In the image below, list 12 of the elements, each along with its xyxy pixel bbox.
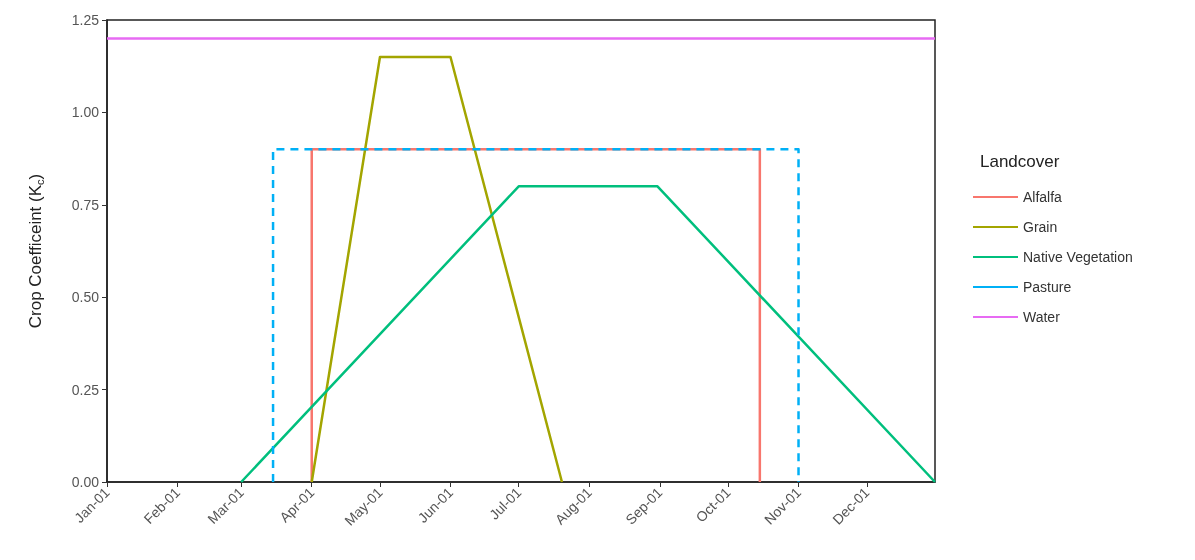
legend-title: Landcover: [980, 152, 1060, 171]
y-tick-label: 0.75: [71, 196, 100, 213]
legend-label: Pasture: [1023, 279, 1072, 295]
legend-label: Water: [1023, 309, 1061, 325]
y-tick-label: 0.00: [71, 474, 100, 490]
y-tick-label: 1.25: [71, 12, 100, 28]
legend-label: Native Vegetation: [1023, 249, 1133, 265]
y-tick-label: 0.50: [71, 289, 100, 306]
y-tick-label: 1.00: [71, 104, 100, 121]
y-tick-label: 0.25: [71, 381, 100, 398]
legend-label: Grain: [1023, 219, 1058, 235]
legend-label: Alfalfa: [1023, 189, 1063, 205]
